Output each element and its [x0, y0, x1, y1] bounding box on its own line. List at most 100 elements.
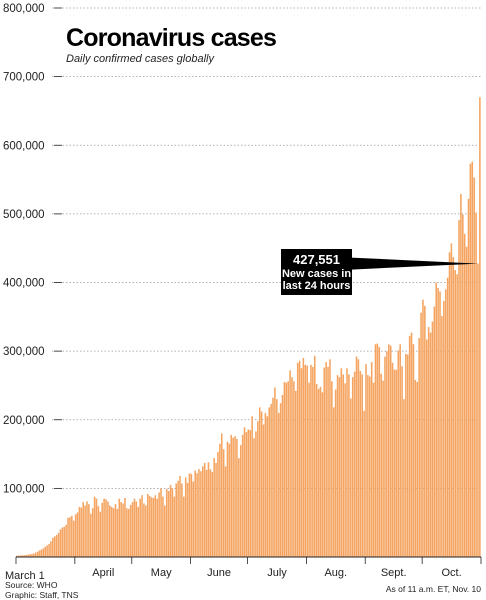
bar — [33, 553, 35, 557]
bar — [162, 496, 164, 557]
bar — [296, 362, 299, 557]
bar — [78, 506, 81, 557]
bar — [467, 198, 470, 557]
y-tick-label: 500,000 — [3, 209, 45, 221]
bar — [29, 554, 31, 557]
bar — [112, 508, 115, 557]
bar — [158, 492, 160, 557]
bar — [154, 495, 157, 557]
bar — [23, 555, 26, 557]
bar — [321, 392, 324, 557]
bar — [17, 555, 20, 557]
bar — [420, 312, 422, 557]
bar — [247, 429, 250, 557]
chart-subtitle: Daily confirmed cases globally — [66, 53, 215, 65]
bar — [253, 438, 255, 557]
bar — [357, 359, 360, 557]
bar — [279, 403, 282, 557]
bar — [397, 350, 400, 557]
bar — [477, 263, 479, 557]
bar — [146, 493, 149, 557]
y-tick-label: 600,000 — [3, 140, 45, 152]
bar — [95, 498, 98, 557]
bar — [298, 360, 301, 557]
bar — [300, 368, 303, 557]
source-note: Source: WHO — [5, 580, 58, 590]
bar — [101, 502, 103, 557]
bar — [293, 381, 295, 557]
bar — [429, 332, 432, 557]
bar — [289, 370, 291, 557]
bar — [226, 441, 229, 557]
bar — [304, 364, 307, 557]
bar — [344, 383, 346, 557]
bar — [175, 483, 177, 557]
bar — [110, 506, 113, 557]
y-tick-label: 200,000 — [3, 415, 45, 427]
bar — [452, 257, 455, 557]
bar — [393, 369, 396, 557]
bar — [382, 380, 384, 557]
bar — [188, 473, 191, 557]
x-tick-label: Oct. — [442, 567, 462, 579]
bar — [203, 462, 206, 557]
as-of-note: As of 11 a.m. ET, Nov. 10 — [386, 584, 481, 594]
bar — [181, 483, 183, 557]
bar — [370, 362, 373, 557]
bar — [359, 371, 362, 557]
bar — [114, 504, 117, 557]
bar — [408, 336, 411, 557]
bar — [217, 452, 219, 557]
bar — [391, 362, 394, 557]
bar — [211, 471, 214, 557]
graphic-credit: Graphic: Staff, TNS — [5, 590, 79, 600]
bar — [336, 375, 339, 557]
bar — [334, 389, 337, 557]
bar — [164, 505, 166, 557]
bar — [471, 161, 474, 557]
bar — [150, 497, 153, 557]
bar — [346, 368, 348, 557]
bar — [109, 505, 111, 557]
bar — [25, 555, 28, 557]
bar — [234, 436, 236, 557]
bar — [351, 377, 354, 557]
bar — [99, 511, 102, 557]
bar — [222, 449, 225, 557]
y-tick-label: 700,000 — [3, 72, 45, 84]
bar — [194, 470, 196, 557]
bar — [127, 508, 130, 557]
bars — [16, 97, 481, 558]
bar — [107, 501, 109, 557]
bar — [463, 233, 466, 557]
bar — [205, 469, 208, 557]
bar — [40, 549, 43, 557]
bar — [268, 407, 270, 557]
bar — [82, 502, 84, 557]
callout-box — [281, 249, 352, 295]
bar — [412, 344, 415, 557]
x-tick-label: July — [267, 567, 287, 579]
bar — [61, 527, 64, 557]
bar — [283, 382, 286, 557]
bar — [410, 332, 413, 557]
bar — [431, 321, 434, 557]
bar — [287, 381, 289, 557]
bar — [325, 362, 327, 557]
bar — [55, 535, 58, 557]
bar — [16, 555, 18, 557]
bar — [215, 462, 217, 557]
bar — [414, 379, 417, 557]
bar — [479, 97, 481, 558]
bar — [169, 484, 172, 557]
bar — [241, 434, 244, 557]
bar — [437, 287, 439, 557]
bar — [232, 437, 234, 557]
bar — [190, 473, 193, 557]
bar — [384, 356, 386, 557]
bar — [251, 416, 253, 557]
bar — [179, 476, 181, 557]
bar — [302, 357, 305, 557]
bar — [65, 524, 67, 557]
bar — [444, 289, 447, 557]
